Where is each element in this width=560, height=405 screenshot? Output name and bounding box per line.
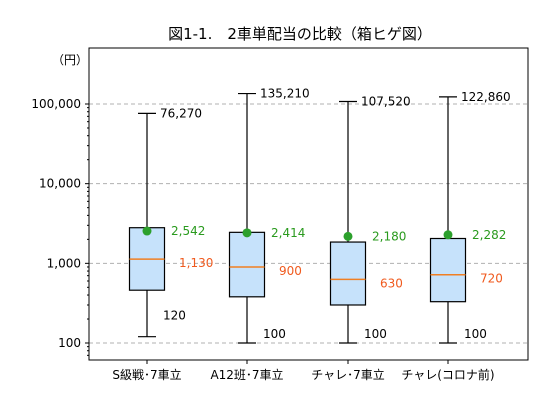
y-tick-label: 100 xyxy=(58,336,81,350)
median-label: 720 xyxy=(480,272,503,286)
mean-label: 2,414 xyxy=(271,226,305,240)
min-label: 120 xyxy=(163,309,186,323)
max-label: 76,270 xyxy=(160,106,202,120)
plot-frame xyxy=(88,47,529,361)
max-label: 107,520 xyxy=(361,94,411,108)
box-3 xyxy=(329,100,367,344)
y-tick-label: 1,000 xyxy=(47,256,81,270)
x-tick-label: A12班･7車立 xyxy=(210,367,283,382)
max-label: 135,210 xyxy=(260,87,310,101)
box-iqr xyxy=(228,231,266,298)
median-label: 1,130 xyxy=(179,256,213,270)
box-1 xyxy=(128,112,166,338)
mean-label: 2,180 xyxy=(372,229,406,243)
y-tick-label: 10,000 xyxy=(39,177,81,191)
mean-marker xyxy=(142,226,152,236)
x-tick-label: チャレ(コロナ前) xyxy=(401,367,494,382)
mean-label: 2,282 xyxy=(472,228,506,242)
box-iqr xyxy=(429,237,467,303)
min-label: 100 xyxy=(364,327,387,341)
mean-marker xyxy=(242,228,252,238)
x-axis-ticks: S級戦･7車立 A12班･7車立 チャレ･7車立 チャレ(コロナ前) xyxy=(112,360,495,382)
median-label: 900 xyxy=(279,264,302,278)
min-label: 100 xyxy=(263,327,286,341)
y-tick-label: 100,000 xyxy=(31,97,81,111)
x-tick-label: S級戦･7車立 xyxy=(112,367,181,382)
x-tick-label: チャレ･7車立 xyxy=(311,367,385,382)
mean-label: 2,542 xyxy=(171,224,205,238)
mean-marker xyxy=(343,231,353,241)
value-labels: 76,270 2,542 1,130 120 135,210 2,414 900 100 107… xyxy=(160,87,511,341)
grid-lines xyxy=(89,103,528,344)
chart-title: 図1-1. 2車単配当の比較（箱ヒゲ図） xyxy=(168,25,432,43)
y-axis-ticks: 100 1,000 10,000 100,000 xyxy=(31,97,89,356)
median-label: 630 xyxy=(380,276,403,290)
box-iqr xyxy=(329,241,367,306)
boxes xyxy=(128,92,467,344)
max-label: 122,860 xyxy=(461,90,511,104)
mean-marker xyxy=(443,230,453,240)
y-unit-label: （円） xyxy=(52,53,88,67)
box-2 xyxy=(228,92,266,344)
box-4 xyxy=(429,96,467,344)
min-label: 100 xyxy=(464,327,487,341)
